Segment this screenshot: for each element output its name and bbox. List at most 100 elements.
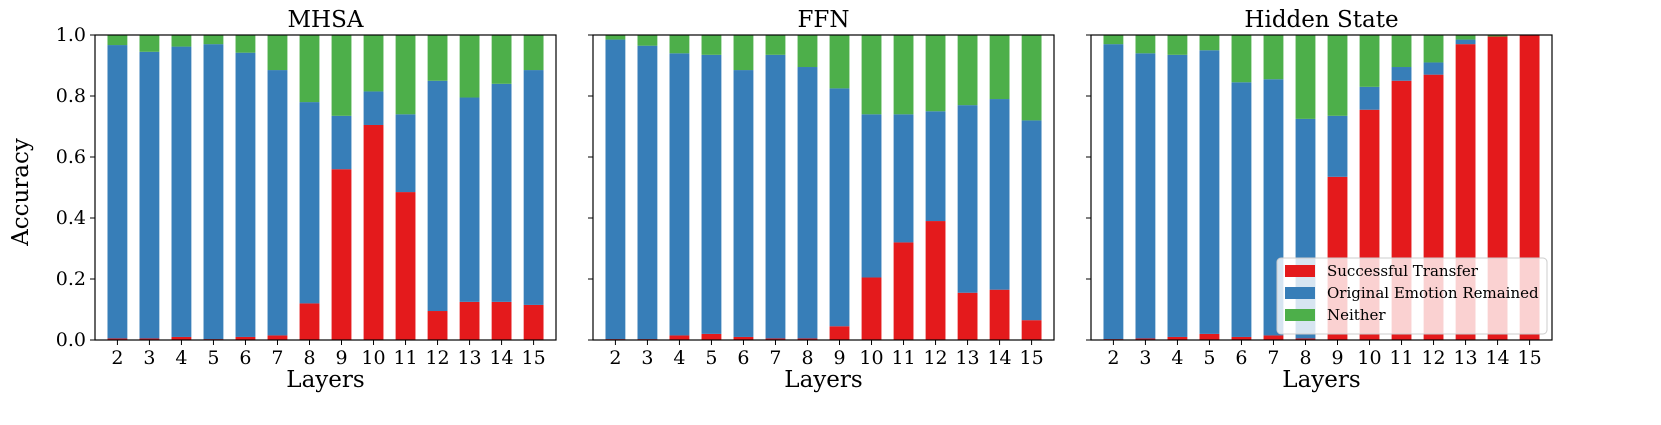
- bar-segment: [523, 70, 544, 305]
- bar-segment: [765, 54, 786, 339]
- y-tick-label: 0.8: [56, 85, 86, 107]
- bar-segment: [171, 46, 192, 337]
- panel-title: FFN: [797, 7, 849, 33]
- chart-panel-3: 2 3 4 5 6 7 8 9 10 11 12 13 14 15 Hidden State Layers: [1086, 7, 1553, 393]
- bar-segment: [1021, 320, 1042, 340]
- x-tick-label: 6: [1235, 347, 1247, 369]
- x-tick-label: 12: [1421, 347, 1445, 369]
- bar-segment: [829, 88, 850, 327]
- bar-segment: [171, 35, 192, 47]
- x-tick-label: 15: [1517, 347, 1541, 369]
- x-tick-label: 3: [1139, 347, 1151, 369]
- bar-segment: [765, 338, 786, 340]
- bar-segment: [491, 301, 512, 341]
- bar-segment: [299, 303, 320, 340]
- legend-swatch: [1285, 309, 1315, 321]
- panel-title: MHSA: [288, 7, 364, 33]
- bar-segment: [669, 53, 690, 336]
- bar-segment: [203, 35, 224, 45]
- x-tick-label: 15: [1019, 347, 1043, 369]
- bar-segment: [861, 277, 882, 340]
- bar-segment: [957, 35, 978, 106]
- bar-segment: [1199, 333, 1220, 340]
- x-tick-label: 13: [457, 347, 481, 369]
- bar-segment: [637, 45, 658, 340]
- bar-segment: [267, 35, 288, 71]
- x-tick-label: 11: [393, 347, 417, 369]
- bar-segment: [299, 102, 320, 304]
- plot-frame: [94, 34, 557, 341]
- x-tick-label: 7: [769, 347, 781, 369]
- bar-segment: [331, 169, 352, 340]
- bar-segment: [491, 83, 512, 302]
- bar-segment: [1199, 35, 1220, 51]
- bar-segment: [925, 221, 946, 340]
- y-tick-label: 0.2: [56, 268, 86, 290]
- x-tick-label: 8: [303, 347, 315, 369]
- bar-segment: [427, 80, 448, 312]
- x-tick-label: 5: [1203, 347, 1215, 369]
- bar-segment: [427, 311, 448, 340]
- bar-segment: [1167, 336, 1188, 340]
- bar-segment: [765, 35, 786, 55]
- x-tick-label: 8: [801, 347, 813, 369]
- x-tick-label: 5: [705, 347, 717, 369]
- bar-segment: [331, 35, 352, 116]
- bar-segment: [893, 242, 914, 340]
- bar-segment: [605, 39, 626, 340]
- bar-segment: [797, 67, 818, 339]
- x-tick-label: 9: [1331, 347, 1343, 369]
- bar-segment: [1327, 115, 1348, 177]
- bar-segment: [1455, 39, 1476, 45]
- bar-segment: [459, 97, 480, 302]
- bar-segment: [1021, 35, 1042, 121]
- x-tick-label: 7: [1267, 347, 1279, 369]
- bar-segment: [1423, 62, 1444, 75]
- bar-segment: [235, 52, 256, 337]
- x-tick-label: 12: [425, 347, 449, 369]
- bar-segment: [139, 51, 160, 339]
- x-tick-label: 9: [335, 347, 347, 369]
- bar-segment: [363, 35, 384, 92]
- bar-segment: [1135, 53, 1156, 339]
- bar-segment: [1295, 338, 1316, 340]
- bar-segment: [427, 35, 448, 81]
- bar-segment: [523, 35, 544, 71]
- bar-segment: [267, 335, 288, 340]
- bar-segment: [491, 35, 512, 84]
- bar-segment: [1135, 338, 1156, 340]
- bar-segment: [989, 289, 1010, 340]
- bar-segment: [1231, 336, 1252, 340]
- bar-segment: [1455, 35, 1476, 40]
- bar-segment: [669, 35, 690, 54]
- x-tick-label: 8: [1299, 347, 1311, 369]
- bar-segment: [1359, 35, 1380, 87]
- bar-segment: [1295, 35, 1316, 119]
- x-tick-label: 14: [987, 347, 1011, 369]
- x-tick-label: 6: [239, 347, 251, 369]
- bar-segment: [1199, 50, 1220, 334]
- bar-segment: [363, 91, 384, 125]
- bar-segment: [395, 35, 416, 115]
- bar-segment: [957, 105, 978, 293]
- bar-segment: [829, 326, 850, 340]
- chart-panel-2: 2 3 4 5 6 7 8 9 10 11 12 13 14 15 FFN Layers: [588, 7, 1055, 393]
- x-tick-label: 15: [521, 347, 545, 369]
- x-tick-label: 5: [207, 347, 219, 369]
- bar-segment: [1135, 35, 1156, 54]
- x-tick-label: 2: [111, 347, 123, 369]
- bar-segment: [139, 35, 160, 52]
- bar-segment: [1423, 35, 1444, 63]
- legend-label: Successful Transfer: [1327, 262, 1479, 280]
- x-tick-label: 4: [1171, 347, 1183, 369]
- bar-segment: [733, 35, 754, 71]
- bar-segment: [267, 70, 288, 336]
- plot-frame: [592, 34, 1055, 341]
- bar-segment: [395, 114, 416, 193]
- x-tick-label: 14: [489, 347, 513, 369]
- x-axis-label: Layers: [784, 367, 862, 393]
- x-tick-label: 7: [271, 347, 283, 369]
- bar-segment: [459, 35, 480, 98]
- x-tick-label: 12: [923, 347, 947, 369]
